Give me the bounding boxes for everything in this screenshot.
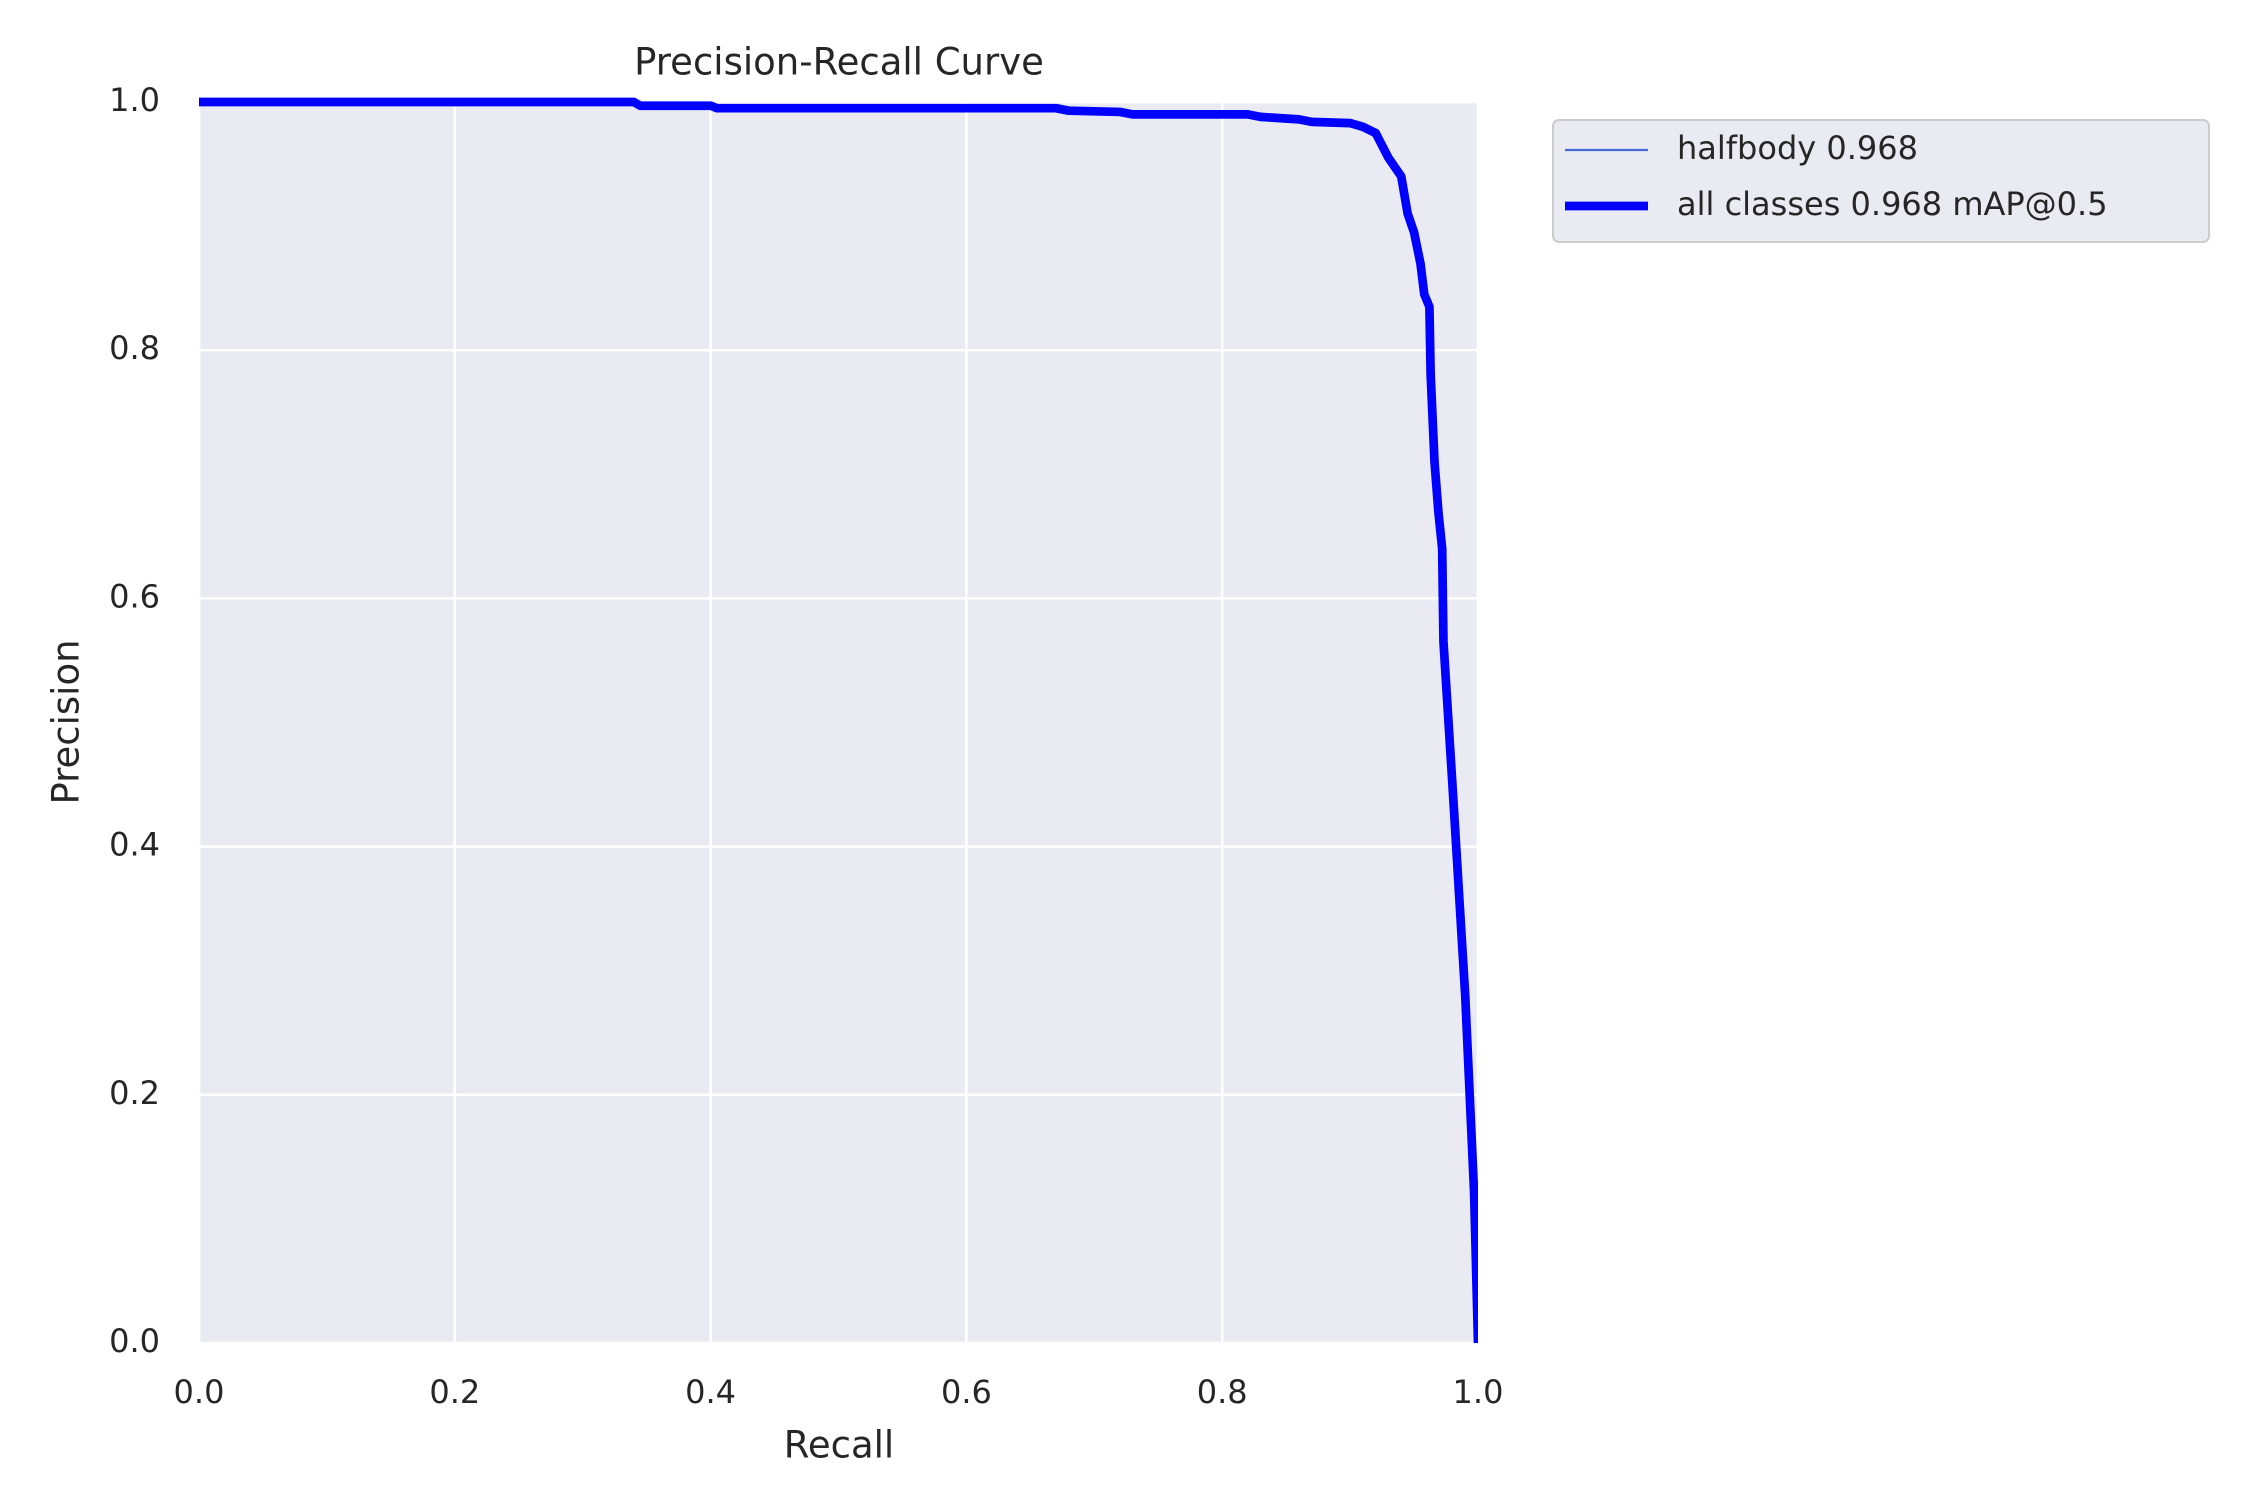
chart-title: Precision-Recall Curve: [634, 41, 1044, 84]
x-tick-label: 0.0: [174, 1373, 225, 1411]
x-tick-label: 0.2: [429, 1373, 480, 1411]
y-tick-label: 1.0: [109, 81, 160, 119]
legend-label: halfbody 0.968: [1677, 129, 1918, 167]
x-tick-label: 0.6: [941, 1373, 992, 1411]
y-tick-label: 0.4: [109, 826, 160, 864]
pr-curve: [199, 97, 1478, 1344]
y-tick-label: 0.8: [109, 329, 160, 367]
legend-label: all classes 0.968 mAP@0.5: [1677, 185, 2108, 223]
x-tick-label: 1.0: [1453, 1373, 1504, 1411]
y-tick-label: 0.0: [109, 1322, 160, 1360]
x-axis-label: Recall: [784, 1424, 894, 1467]
legend-frame: [1552, 119, 2210, 243]
lines: [199, 97, 1478, 1344]
y-axis-label: Precision: [45, 639, 88, 804]
x-tick-label: 0.4: [685, 1373, 736, 1411]
y-tick-label: 0.2: [109, 1074, 160, 1112]
grid: [197, 100, 1480, 1345]
x-tick-label: 0.8: [1197, 1373, 1248, 1411]
y-tick-label: 0.6: [109, 577, 160, 615]
plot-area: [199, 102, 1478, 1343]
